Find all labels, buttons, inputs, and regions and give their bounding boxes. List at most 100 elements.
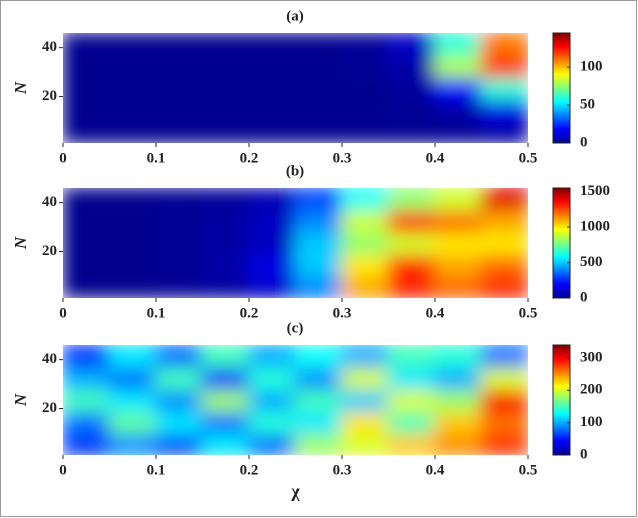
heatmap-cell: [108, 209, 157, 233]
heatmap-cell: [108, 76, 157, 100]
heatmap-cell: [480, 209, 528, 233]
heatmap-cell: [248, 54, 297, 78]
heatmap-cell: [434, 253, 483, 277]
heatmap-cell: [341, 275, 390, 298]
heatmap-cell: [201, 188, 250, 211]
heatmap-cell: [108, 231, 157, 255]
x-tick-label: 0.3: [333, 305, 352, 321]
heatmap-cell: [480, 253, 528, 277]
heatmap-cell: [434, 33, 483, 56]
heatmap-cell: [108, 33, 157, 56]
x-tick-label: 0.4: [426, 462, 445, 478]
heatmap-cells: [63, 345, 528, 455]
colorbar: [552, 187, 571, 299]
heatmap-cell: [248, 76, 297, 100]
heatmap-cell: [294, 120, 343, 143]
x-tick-label: 0.5: [519, 305, 538, 321]
heatmap-cell: [480, 231, 528, 255]
heatmap-cell: [480, 432, 528, 455]
x-tick-label: 0.4: [426, 150, 445, 166]
x-tick-label: 0.2: [240, 150, 259, 166]
y-tick-label: 20: [42, 88, 57, 104]
heatmap-cell: [248, 209, 297, 233]
heatmap-cell: [387, 275, 436, 298]
heatmap-cell: [201, 410, 250, 434]
heatmap-cell: [387, 388, 436, 412]
heatmap-cell: [248, 366, 297, 390]
heatmap-cell: [480, 54, 528, 78]
x-tick-label: 0.5: [519, 150, 538, 166]
heatmap-cell: [201, 366, 250, 390]
heatmap-cell: [201, 209, 250, 233]
heatmap-cell: [201, 54, 250, 78]
heatmap-cell: [434, 366, 483, 390]
heatmap: [63, 33, 528, 143]
heatmap-cell: [387, 345, 436, 368]
heatmap-cells: [63, 188, 528, 298]
heatmap-cell: [108, 120, 157, 143]
heatmap-cell: [341, 98, 390, 122]
colorbar-tick-label: 0: [580, 446, 588, 462]
heatmap-cell: [108, 345, 157, 368]
heatmap-cell: [155, 33, 204, 56]
heatmap-cell: [155, 410, 204, 434]
heatmap-cell: [63, 76, 111, 100]
colorbar-tick-label: 50: [580, 97, 595, 113]
heatmap-cell: [63, 275, 111, 298]
heatmap-cell: [341, 33, 390, 56]
heatmap-cell: [248, 33, 297, 56]
heatmap-cell: [155, 345, 204, 368]
heatmap-cell: [155, 76, 204, 100]
colorbar-tick-label: 0: [580, 289, 588, 305]
heatmap-cell: [201, 33, 250, 56]
heatmap-cell: [480, 188, 528, 211]
heatmap-cell: [294, 345, 343, 368]
heatmap-cell: [480, 33, 528, 56]
y-tick-label: 40: [42, 194, 57, 210]
heatmap-cell: [108, 432, 157, 455]
heatmap-cell: [341, 76, 390, 100]
heatmap-cell: [387, 253, 436, 277]
heatmap-cell: [480, 388, 528, 412]
heatmap-cell: [155, 432, 204, 455]
heatmap-cell: [434, 54, 483, 78]
heatmap-cell: [434, 98, 483, 122]
heatmap-cell: [341, 120, 390, 143]
heatmap-cell: [480, 275, 528, 298]
heatmap: [63, 345, 528, 455]
heatmap-cell: [63, 188, 111, 211]
heatmap-cell: [294, 76, 343, 100]
heatmap-cell: [341, 253, 390, 277]
y-axis-label: N: [11, 393, 30, 407]
panel-title: (a): [286, 8, 304, 24]
heatmap-cell: [434, 345, 483, 368]
colorbar: [552, 344, 571, 456]
heatmap-cell: [201, 275, 250, 298]
heatmap-cell: [434, 432, 483, 455]
heatmap-cell: [294, 188, 343, 211]
heatmap-cell: [63, 410, 111, 434]
heatmap-cell: [201, 76, 250, 100]
heatmap-cell: [108, 188, 157, 211]
heatmap-cell: [201, 120, 250, 143]
colorbar-tick-label: 100: [580, 414, 603, 430]
heatmap-cell: [387, 366, 436, 390]
x-tick-label: 0.5: [519, 462, 538, 478]
x-tick-label: 0.3: [333, 462, 352, 478]
heatmap-cell: [294, 366, 343, 390]
heatmap-cell: [155, 188, 204, 211]
heatmap-cell: [248, 432, 297, 455]
x-tick-label: 0: [59, 462, 67, 478]
heatmap-cell: [248, 231, 297, 255]
x-tick-label: 0.2: [240, 305, 259, 321]
heatmap-cell: [155, 54, 204, 78]
heatmap-cell: [108, 410, 157, 434]
heatmap-cell: [63, 54, 111, 78]
heatmap-cell: [63, 33, 111, 56]
heatmap-cell: [480, 76, 528, 100]
heatmap-cell: [201, 253, 250, 277]
heatmap-cell: [387, 54, 436, 78]
heatmap-cell: [63, 231, 111, 255]
